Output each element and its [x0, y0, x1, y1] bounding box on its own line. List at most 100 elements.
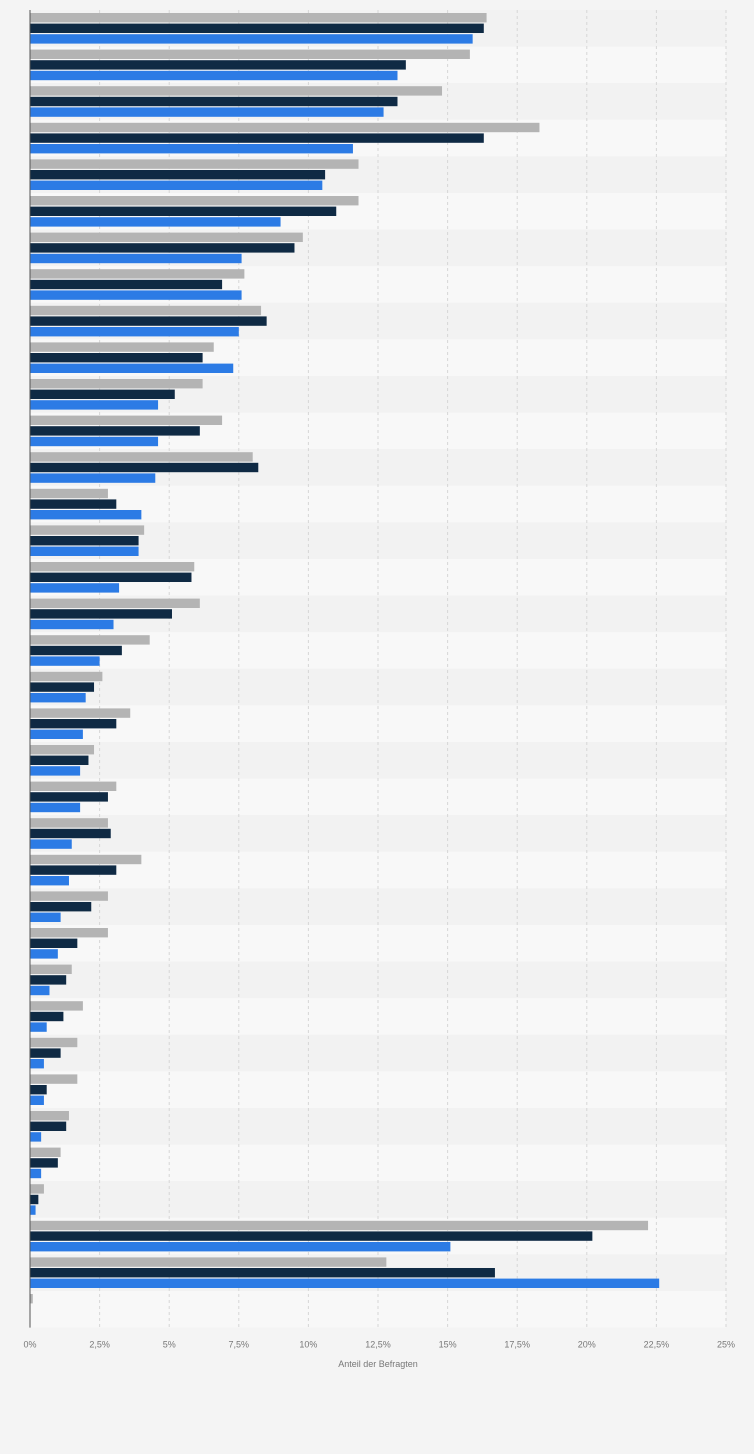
bar	[30, 217, 281, 227]
bar	[30, 671, 103, 682]
bar	[30, 206, 337, 216]
bar	[30, 462, 259, 473]
bar	[30, 1121, 67, 1131]
bar	[30, 243, 295, 253]
bar	[30, 70, 398, 81]
x-tick-label: 15%	[439, 1340, 457, 1350]
bar	[30, 1085, 47, 1095]
bar	[30, 854, 142, 865]
bar	[30, 510, 142, 520]
bar	[30, 107, 384, 117]
bar	[30, 49, 470, 59]
bar	[30, 269, 245, 279]
bar	[30, 196, 359, 206]
bar	[30, 572, 192, 582]
bar	[30, 1022, 47, 1032]
bar	[30, 1278, 660, 1288]
bar	[30, 488, 108, 499]
bar	[30, 865, 117, 875]
bar	[30, 1205, 36, 1215]
bar	[30, 1132, 42, 1142]
row-band	[30, 668, 726, 706]
bar	[30, 122, 540, 133]
bar	[30, 1257, 387, 1267]
bar	[30, 891, 108, 901]
bar	[30, 876, 69, 886]
bar	[30, 1158, 58, 1168]
bar	[30, 133, 484, 143]
bar	[30, 86, 443, 96]
bar	[30, 536, 139, 546]
bar	[30, 353, 203, 363]
bar	[30, 755, 89, 765]
bar	[30, 23, 484, 33]
bar	[30, 656, 100, 666]
bar	[30, 781, 117, 791]
bar	[30, 60, 406, 70]
bar	[30, 525, 145, 535]
bar	[30, 792, 108, 802]
bar	[30, 279, 223, 290]
bar	[30, 305, 262, 316]
bar	[30, 13, 487, 23]
bar	[30, 34, 473, 44]
bar	[30, 316, 267, 326]
bar	[30, 719, 117, 729]
x-tick-label: 2,5%	[89, 1340, 110, 1350]
row-band	[30, 1071, 726, 1108]
bar	[30, 902, 92, 912]
bar	[30, 253, 242, 264]
bar	[30, 828, 111, 839]
bar	[30, 975, 67, 985]
bar	[30, 682, 95, 692]
bar	[30, 363, 234, 373]
bar	[30, 180, 323, 190]
bar	[30, 1059, 44, 1069]
bar	[30, 802, 81, 813]
row-band	[30, 998, 726, 1035]
gridlines	[99, 10, 727, 1328]
bar	[30, 645, 122, 656]
bar	[30, 473, 156, 483]
x-tick-label: 0%	[23, 1340, 36, 1350]
bar	[30, 609, 172, 619]
bar	[30, 745, 95, 755]
bar	[30, 1194, 39, 1205]
bar	[30, 426, 200, 436]
x-tick-label: 20%	[578, 1340, 596, 1350]
bar	[30, 729, 83, 739]
bar	[30, 693, 86, 703]
row-band	[30, 925, 726, 962]
bar	[30, 159, 359, 169]
row-band	[30, 1291, 726, 1328]
bar	[30, 928, 108, 938]
bar	[30, 1048, 61, 1058]
bar	[30, 635, 150, 645]
bar	[30, 379, 203, 389]
bar	[30, 1242, 451, 1252]
bar	[30, 1231, 593, 1241]
bar	[30, 1074, 78, 1084]
bar	[30, 144, 353, 154]
bar	[30, 1111, 69, 1121]
bar	[30, 452, 253, 462]
bar	[30, 170, 326, 180]
bar	[30, 327, 239, 337]
bar	[30, 546, 139, 556]
bar	[30, 619, 114, 630]
bar	[30, 400, 159, 410]
bar	[30, 708, 131, 718]
bar	[30, 583, 120, 593]
tick-labels: 0% 2,5% 5% 7,5% 10% 12,5% 15% 17,5% 20% 22,5% 25%	[23, 1340, 735, 1350]
bar	[30, 562, 195, 572]
bar	[30, 1294, 33, 1304]
row-band	[30, 1034, 726, 1072]
x-tick-label: 7,5%	[229, 1340, 250, 1350]
row-band	[30, 705, 726, 742]
x-tick-label: 10%	[299, 1340, 317, 1350]
bar	[30, 766, 81, 776]
x-axis-title: Anteil der Befragten	[338, 1359, 418, 1369]
bar	[30, 985, 50, 996]
bar	[30, 96, 398, 107]
